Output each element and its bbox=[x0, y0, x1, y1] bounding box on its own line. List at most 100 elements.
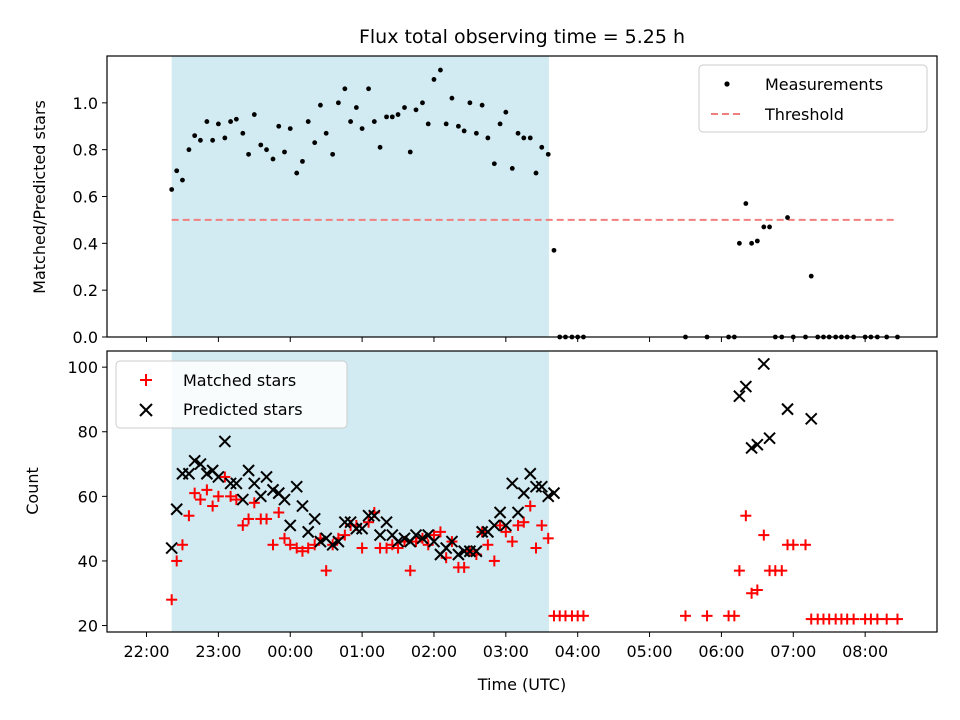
predicted-stars-point bbox=[488, 519, 501, 532]
predicted-stars-point bbox=[535, 480, 548, 493]
measurements-point bbox=[222, 135, 228, 141]
predicted-stars-point bbox=[165, 541, 178, 555]
measurements-point bbox=[785, 215, 790, 220]
predicted-stars-point bbox=[409, 528, 423, 542]
predicted-stars-point bbox=[326, 538, 339, 552]
measurements-point bbox=[359, 126, 365, 131]
measurements-point bbox=[485, 135, 491, 141]
y-tick-label: 0.6 bbox=[73, 188, 98, 207]
predicted-stars-point bbox=[745, 441, 758, 455]
predicted-stars-point bbox=[416, 532, 429, 545]
measurements-point bbox=[335, 100, 341, 106]
predicted-stars-point bbox=[338, 515, 352, 529]
measurements-point bbox=[407, 149, 413, 155]
measurements-point bbox=[198, 137, 203, 143]
measurements-point bbox=[497, 121, 503, 127]
predicted-stars-point bbox=[218, 435, 232, 448]
x-tick-label: 07:00 bbox=[770, 642, 816, 661]
legend-marker-predicted bbox=[139, 403, 153, 417]
predicted-stars-point bbox=[362, 509, 375, 522]
predicted-stars-point bbox=[739, 380, 753, 393]
predicted-stars-point bbox=[524, 467, 537, 480]
predicted-stars-point bbox=[373, 528, 387, 542]
measurements-point bbox=[413, 107, 419, 113]
matched-stars-point bbox=[296, 545, 308, 557]
measurements-point bbox=[276, 123, 282, 129]
predicted-stars-point bbox=[355, 522, 369, 535]
measurements-point bbox=[479, 102, 485, 108]
measurements-point bbox=[377, 144, 383, 150]
predicted-stars-point bbox=[350, 522, 363, 535]
matched-stars-point bbox=[787, 539, 799, 551]
matched-stars-point bbox=[363, 516, 375, 528]
matched-stars-point bbox=[207, 500, 219, 512]
measurements-point bbox=[300, 158, 305, 164]
predicted-stars-point bbox=[200, 467, 214, 480]
matched-stars-point bbox=[225, 490, 237, 502]
matched-stars-point bbox=[740, 510, 752, 522]
measurements-point bbox=[192, 133, 198, 139]
measurements-point bbox=[515, 130, 521, 136]
matched-stars-point bbox=[500, 526, 512, 538]
legend-label-matched: Matched stars bbox=[183, 371, 296, 390]
measurements-point bbox=[186, 147, 192, 153]
y-tick-label: 1.0 bbox=[73, 94, 98, 113]
matched-stars-point bbox=[758, 529, 770, 541]
matched-stars-point bbox=[494, 519, 506, 531]
matched-stars-point bbox=[176, 539, 188, 551]
measurements-point bbox=[384, 114, 389, 120]
ratio-legend-box bbox=[698, 64, 928, 133]
measurements-point bbox=[246, 151, 251, 157]
chart-title: Flux total observing time = 5.25 h bbox=[359, 26, 685, 48]
predicted-stars-point bbox=[188, 454, 201, 468]
observing-window-shade bbox=[171, 56, 549, 337]
predicted-stars-point bbox=[470, 545, 483, 558]
predicted-stars-point bbox=[284, 519, 297, 532]
matched-stars-point bbox=[458, 561, 470, 573]
y-tick-label: 40 bbox=[78, 552, 98, 571]
matched-stars-point bbox=[278, 532, 290, 544]
y-tick-label: 0.0 bbox=[73, 328, 98, 347]
measurements-point bbox=[761, 224, 767, 230]
x-tick-label: 01:00 bbox=[339, 642, 385, 661]
measurements-point bbox=[443, 121, 449, 127]
y-tick-label: 100 bbox=[67, 358, 98, 377]
measurements-point bbox=[449, 95, 455, 101]
predicted-stars-point bbox=[757, 357, 771, 371]
matched-stars-point bbox=[482, 539, 494, 551]
predicted-stars-point bbox=[212, 470, 225, 484]
measurements-point bbox=[270, 156, 276, 162]
predicted-stars-point bbox=[182, 467, 196, 480]
predicted-stars-point bbox=[314, 535, 327, 548]
measurements-point bbox=[473, 130, 479, 136]
measurements-point bbox=[169, 187, 175, 192]
matched-stars-point bbox=[243, 513, 255, 525]
y-tick-label: 0.2 bbox=[73, 281, 98, 300]
matched-stars-point bbox=[183, 510, 195, 522]
measurements-point bbox=[353, 105, 359, 110]
matched-stars-point bbox=[237, 519, 249, 531]
matched-stars-point bbox=[194, 494, 206, 506]
measurements-point bbox=[539, 144, 545, 150]
matched-stars-point bbox=[751, 584, 763, 596]
x-axis-label: Time (UTC) bbox=[477, 675, 566, 694]
matched-stars-point bbox=[701, 610, 713, 622]
matched-stars-point bbox=[392, 542, 404, 554]
measurements-point bbox=[491, 161, 497, 167]
matched-stars-point bbox=[542, 532, 554, 544]
predicted-stars-point bbox=[332, 535, 345, 548]
measurements-point bbox=[754, 238, 760, 244]
predicted-stars-point bbox=[308, 512, 321, 526]
y-tick-label: 80 bbox=[78, 423, 98, 442]
predicted-stars-point bbox=[457, 545, 471, 558]
matched-stars-point bbox=[284, 539, 296, 551]
measurements-point bbox=[228, 119, 234, 124]
matched-stars-point bbox=[746, 587, 758, 599]
matched-stars-point bbox=[273, 506, 285, 518]
ratio-panel: 0.0 0.2 0.4 0.6 0.8 1.0 Matched/Predicted sta… bbox=[30, 55, 938, 347]
legend-label-predicted: Predicted stars bbox=[183, 400, 303, 419]
predicted-stars-point bbox=[427, 535, 441, 548]
predicted-stars-point bbox=[278, 493, 291, 506]
matched-stars-point bbox=[577, 610, 589, 622]
